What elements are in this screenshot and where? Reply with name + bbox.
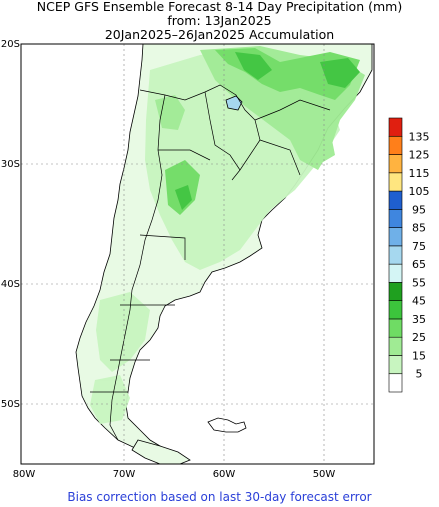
- accumulation-period: 20Jan2025–26Jan2025 Accumulation: [104, 27, 335, 42]
- map-frame: [20, 43, 375, 465]
- lat-label: 20S: [1, 39, 20, 50]
- bias-correction-note: Bias correction based on last 30-day for…: [67, 490, 372, 504]
- forecast-date: from: 13Jan2025: [167, 13, 272, 28]
- legend-swatch: [388, 209, 403, 228]
- lat-label: 30S: [1, 159, 20, 170]
- lake: [225, 95, 243, 111]
- political-borders: [90, 84, 331, 441]
- legend-label: 55: [412, 276, 426, 289]
- falkland-islands: [207, 417, 247, 433]
- legend-label: 105: [409, 185, 430, 198]
- legend-swatch: [388, 117, 403, 137]
- legend-label: 135: [409, 130, 430, 143]
- legend-swatch: [388, 135, 403, 155]
- lat-label: 40S: [1, 279, 20, 290]
- legend-label: 85: [412, 222, 426, 235]
- lon-label: 60W: [213, 469, 236, 480]
- legend-swatch: [388, 282, 403, 301]
- lon-label: 80W: [13, 469, 36, 480]
- legend-swatch: [388, 227, 403, 247]
- legend-label: 5: [416, 368, 423, 381]
- legend-swatch: [388, 336, 403, 356]
- lat-label: 50S: [1, 399, 20, 410]
- legend-swatch: [388, 245, 403, 265]
- legend-swatch: [388, 154, 403, 174]
- legend-swatch: [388, 373, 403, 393]
- precip-shading: [90, 46, 365, 424]
- legend-label: 125: [409, 149, 430, 162]
- legend-label: 115: [409, 167, 430, 180]
- legend-labels: 5 15 25 35 45 55 65 75 85 95 105 115 125 135: [409, 130, 430, 380]
- legend-swatch: [388, 355, 403, 375]
- legend-swatch: [388, 190, 403, 210]
- legend-swatch: [388, 300, 403, 320]
- legend-label: 95: [412, 203, 426, 216]
- legend-label: 25: [412, 331, 426, 344]
- legend-label: 75: [412, 240, 426, 253]
- legend-colorbar: [388, 117, 403, 393]
- lon-label: 70W: [113, 469, 136, 480]
- map-title: NCEP GFS Ensemble Forecast 8-14 Day Prec…: [36, 0, 403, 14]
- legend-swatch: [388, 318, 403, 338]
- lon-label: 50W: [313, 469, 336, 480]
- legend-swatch: [388, 172, 403, 192]
- legend-label: 15: [412, 349, 426, 362]
- graticule: [21, 44, 374, 464]
- legend-swatch: [388, 263, 403, 283]
- tierra-del-fuego: [131, 439, 191, 464]
- legend-label: 35: [412, 313, 426, 326]
- legend-label: 65: [412, 258, 426, 271]
- legend-label: 45: [412, 295, 426, 308]
